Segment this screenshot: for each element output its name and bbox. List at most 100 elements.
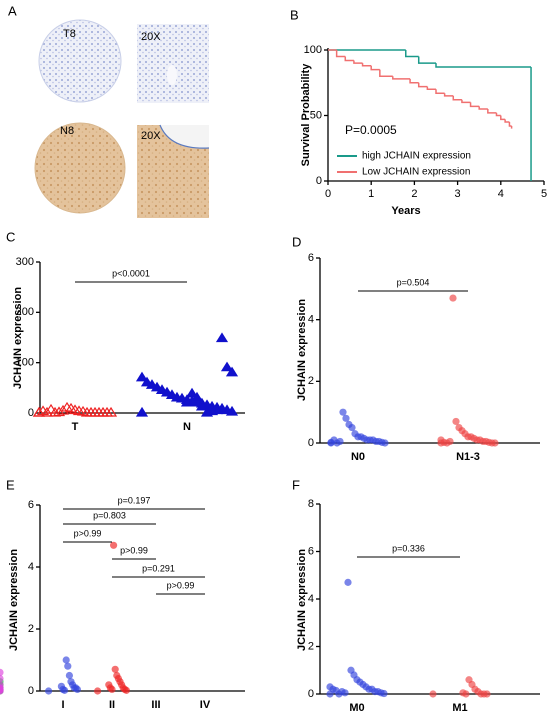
y-tick-label: 300 — [16, 256, 34, 268]
data-point — [80, 406, 94, 417]
tissue-vessel — [167, 65, 177, 85]
image-label: N8 — [60, 125, 74, 137]
y-tick-label: 4 — [308, 314, 314, 326]
data-point — [67, 678, 75, 686]
p-value: p=0.197 — [118, 495, 151, 505]
tissue-core-t8 — [38, 19, 122, 103]
x-tick-label: M1 — [452, 702, 467, 714]
data-point — [0, 684, 4, 692]
data-point — [40, 406, 54, 417]
y-axis-label: JCHAIN expression — [8, 549, 20, 651]
p-value: p=0.803 — [93, 510, 126, 520]
y-tick-label: 2 — [308, 375, 314, 387]
y-tick-label: 2 — [28, 623, 34, 635]
data-point — [351, 430, 359, 438]
data-point — [449, 294, 457, 302]
data-point — [437, 436, 445, 444]
y-tick-label: 0 — [28, 685, 34, 697]
y-tick-label: 100 — [16, 357, 34, 369]
survival-step — [353, 60, 363, 64]
panel-a-images — [34, 19, 210, 218]
data-point — [220, 361, 234, 372]
data-point — [135, 371, 149, 382]
survival-step — [379, 69, 393, 77]
y-axis-label: JCHAIN expression — [296, 299, 308, 401]
panel-label: F — [292, 477, 300, 492]
annotation: P=0.0005 — [345, 123, 397, 137]
y-tick-label: 2 — [308, 640, 314, 652]
survival-step — [435, 89, 445, 94]
data-point — [45, 687, 53, 695]
x-tick-label: 5 — [541, 188, 547, 200]
survival-step — [478, 106, 488, 110]
x-tick-label: M0 — [349, 702, 364, 714]
data-point — [465, 676, 473, 684]
x-tick-label: IV — [200, 699, 211, 711]
data-point — [339, 408, 347, 416]
survival-step — [504, 119, 510, 123]
legend-label: high JCHAIN expression — [362, 151, 471, 162]
data-point — [342, 414, 350, 422]
data-point — [32, 406, 46, 417]
y-axis-label: Survival Probability — [300, 63, 312, 167]
tissue-edge — [160, 125, 209, 149]
data-point — [327, 438, 335, 446]
y-tick-label: 6 — [28, 499, 34, 511]
survival-step — [452, 95, 462, 101]
tissue-boundary — [159, 124, 210, 149]
survival-step — [508, 122, 512, 127]
x-tick-label: N0 — [351, 451, 365, 463]
y-axis-label: JCHAIN expression — [12, 287, 24, 389]
p-value: p>0.99 — [120, 545, 148, 555]
x-tick-label: 1 — [368, 188, 374, 200]
y-tick-label: 6 — [308, 252, 314, 264]
panel-label: A — [8, 3, 17, 18]
image-label: 20X — [141, 31, 161, 43]
y-tick-label: 0 — [308, 688, 314, 700]
data-point — [64, 662, 72, 670]
survival-step — [335, 50, 346, 58]
y-tick-label: 50 — [310, 109, 322, 121]
y-tick-label: 0 — [28, 407, 34, 419]
x-tick-label: N — [183, 421, 191, 433]
data-point — [57, 682, 65, 690]
y-tick-label: 4 — [28, 561, 34, 573]
survival-step — [344, 56, 354, 62]
data-point — [65, 671, 73, 680]
p-value: p=0.336 — [392, 543, 425, 553]
tissue-core-n8 — [34, 122, 126, 214]
data-point — [459, 689, 467, 697]
data-point — [140, 376, 154, 387]
data-point — [62, 656, 70, 664]
data-point — [185, 387, 199, 398]
data-point — [113, 671, 121, 680]
data-point — [326, 683, 334, 691]
y-tick-label: 6 — [308, 545, 314, 557]
image-label: 20X — [141, 130, 161, 142]
data-point — [64, 402, 78, 413]
survival-step — [409, 78, 419, 84]
data-point — [344, 578, 352, 586]
x-axis-label: Years — [391, 205, 420, 217]
data-point — [111, 665, 119, 673]
data-point — [110, 541, 118, 549]
survival-step — [435, 63, 532, 68]
data-point — [0, 675, 4, 683]
data-point — [48, 406, 62, 417]
survival-step — [443, 93, 454, 97]
y-tick-label: 200 — [16, 306, 34, 318]
survival-step — [469, 102, 480, 108]
survival-step — [426, 86, 436, 91]
legend-label: Low JCHAIN expression — [362, 167, 470, 178]
x-tick-label: 0 — [325, 188, 331, 200]
p-value: p=0.291 — [142, 563, 175, 573]
y-tick-label: 8 — [308, 498, 314, 510]
x-tick-label: III — [151, 699, 160, 711]
panel-label: C — [6, 229, 15, 244]
data-point — [429, 690, 437, 698]
panel-label: B — [290, 7, 299, 22]
data-point — [72, 405, 86, 416]
survival-step — [417, 82, 428, 88]
y-tick-label: 0 — [316, 175, 322, 187]
y-tick-label: 4 — [308, 593, 314, 605]
